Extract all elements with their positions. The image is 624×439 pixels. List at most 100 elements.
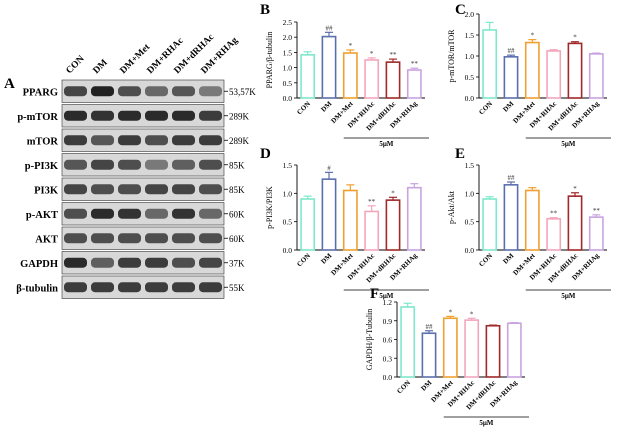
blot-band [145, 159, 168, 170]
significance-label: * [573, 34, 577, 42]
chart-d: D0.00.51.01.5p-PI3K/PI3KCON#DMDM+Met**DM… [260, 146, 429, 300]
y-axis-label: PPARG/β-tubulin [265, 32, 274, 89]
significance-label: * [470, 310, 474, 318]
bar [482, 29, 498, 99]
x-tick-label: CON [477, 100, 494, 117]
blot-band [199, 86, 222, 97]
significance-label: ** [368, 198, 376, 206]
size-label: 53,57K [229, 87, 256, 97]
y-tick-label: 0.0 [465, 246, 475, 255]
significance-label: ## [508, 47, 516, 55]
significance-label: # [327, 164, 331, 172]
blot-label: AKT [35, 234, 58, 245]
blot-band [118, 110, 141, 121]
blot-label: PPARG [23, 87, 58, 98]
y-tick-label: 0.3 [383, 354, 393, 363]
panel-letter: F [370, 286, 379, 302]
size-label: 85K [229, 185, 245, 195]
dose-label: 5μM [379, 140, 393, 148]
blot-band [118, 86, 141, 97]
y-tick-label: 0.6 [383, 336, 393, 345]
bar [400, 306, 416, 378]
x-tick-label: CON [295, 100, 312, 117]
blot-band [172, 257, 195, 268]
dose-label: 5μM [479, 419, 493, 427]
bar [524, 41, 540, 99]
panel-letter: D [260, 146, 271, 162]
y-tick-label: 1.5 [283, 161, 293, 170]
blot-band [199, 110, 222, 121]
blot-label: p-AKT [26, 210, 58, 221]
blot-band [64, 135, 87, 146]
blot-band [118, 282, 141, 293]
blot-band [145, 257, 168, 268]
size-label: 85K [229, 160, 245, 170]
blot-band [199, 184, 222, 195]
blot-band [118, 135, 141, 146]
blot-band [91, 282, 114, 293]
bar [364, 59, 380, 99]
blot-band [91, 110, 114, 121]
size-label: 289K [229, 136, 250, 146]
bar [342, 189, 358, 251]
blot-band [64, 282, 87, 293]
significance-label: * [531, 32, 535, 40]
blot-band [199, 159, 222, 170]
y-axis-label: p-mTOR/mTOR [447, 29, 456, 83]
lane-label: DM [92, 58, 110, 76]
y-tick-label: 2.0 [283, 33, 293, 42]
dose-label: 5μM [379, 292, 393, 300]
blot-band [91, 184, 114, 195]
bar [300, 198, 316, 251]
blot-band [64, 184, 87, 195]
significance-label: * [370, 50, 374, 58]
y-tick-label: 1.5 [283, 48, 293, 57]
bar [406, 186, 422, 251]
dose-label: 5μM [561, 140, 575, 148]
bar [567, 42, 583, 99]
blot-band [199, 233, 222, 244]
blot-label: p-mTOR [17, 112, 58, 123]
lane-label: CON [65, 54, 87, 76]
y-tick-label: 0.5 [465, 218, 475, 227]
bar [485, 324, 501, 378]
x-tick-label: DM [320, 251, 334, 265]
bar [567, 195, 583, 251]
panel-letter: C [455, 2, 466, 18]
blot-band [118, 257, 141, 268]
chart-c: C0.00.51.01.52.0p-mTOR/mTORCON##DM*DM+Me… [447, 2, 611, 148]
bar [364, 210, 380, 251]
y-tick-label: 0.5 [283, 218, 293, 227]
blot-label: PI3K [34, 185, 59, 196]
blot-label: mTOR [27, 136, 59, 147]
blot-band [91, 86, 114, 97]
blot-band [91, 208, 114, 219]
blot-band [145, 184, 168, 195]
y-tick-label: 2.5 [283, 18, 293, 27]
bar [546, 50, 562, 99]
y-tick-label: 0.0 [465, 94, 475, 103]
size-label: 60K [229, 234, 245, 244]
bar [300, 54, 316, 99]
y-tick-label: 0.0 [383, 373, 393, 382]
blot-band [64, 208, 87, 219]
significance-label: ## [326, 24, 334, 32]
bar [546, 218, 562, 251]
bar [442, 317, 458, 378]
blot-band [145, 233, 168, 244]
bar-charts: B 0.0 0.5 1.0 1.5 2.0 2.5 PPARG/β-tubulin CON ## D… [260, 2, 611, 427]
blot-band [172, 282, 195, 293]
blot-band [172, 208, 195, 219]
y-tick-label: 1.0 [283, 189, 293, 198]
blot-label: p-PI3K [25, 161, 59, 172]
bar [588, 216, 604, 251]
bar [321, 178, 337, 251]
blot-band [64, 233, 87, 244]
significance-label: * [391, 189, 395, 197]
bar [464, 319, 480, 378]
dose-label: 5μM [561, 292, 575, 300]
x-tick-label: DM [502, 251, 516, 265]
blot-band [199, 282, 222, 293]
significance-label: ** [593, 207, 601, 215]
